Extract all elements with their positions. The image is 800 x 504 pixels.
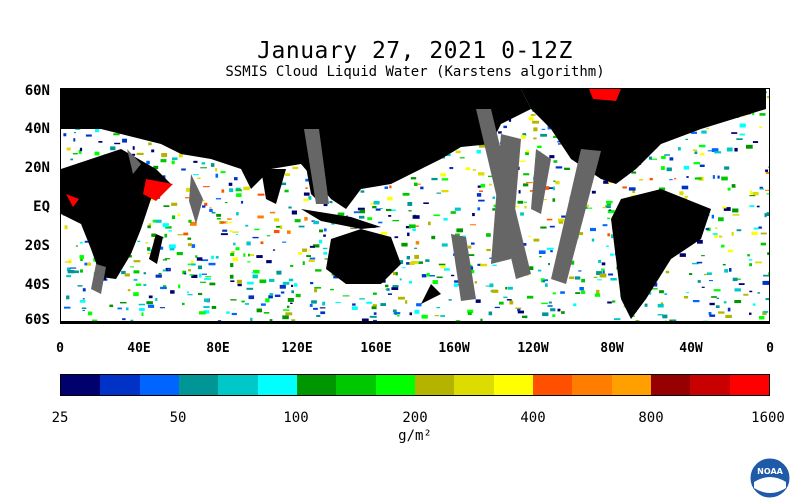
colorbar-segment bbox=[690, 375, 729, 395]
colorbar-segment bbox=[336, 375, 375, 395]
colorbar-segment bbox=[179, 375, 218, 395]
lon-label-0-end: 0 bbox=[740, 341, 800, 356]
colorbar-segment bbox=[140, 375, 179, 395]
colorbar-tick-400: 400 bbox=[503, 410, 563, 426]
colorbar-tick-50: 50 bbox=[148, 410, 208, 426]
lat-label-40s: 40S bbox=[14, 277, 50, 293]
colorbar-segment bbox=[218, 375, 257, 395]
colorbar-segment bbox=[572, 375, 611, 395]
lon-label-80e: 80E bbox=[188, 341, 248, 356]
lon-label-160w: 160W bbox=[424, 341, 484, 356]
colorbar-segment bbox=[376, 375, 415, 395]
colorbar-segment bbox=[533, 375, 572, 395]
colorbar-segment bbox=[651, 375, 690, 395]
colorbar-tick-200: 200 bbox=[385, 410, 445, 426]
noaa-logo-icon[interactable]: NOAA bbox=[748, 456, 792, 500]
lon-label-40e: 40E bbox=[109, 341, 169, 356]
colorbar-segment bbox=[415, 375, 454, 395]
colorbar-segment bbox=[454, 375, 493, 395]
lon-label-120w: 120W bbox=[503, 341, 563, 356]
colorbar-segment bbox=[612, 375, 651, 395]
page-subtitle: SSMIS Cloud Liquid Water (Karstens algor… bbox=[0, 64, 800, 80]
cloud-liquid-water-map bbox=[60, 88, 770, 324]
noaa-logo-text: NOAA bbox=[757, 467, 783, 476]
world-map-icon bbox=[61, 89, 770, 324]
lat-label-20s: 20S bbox=[14, 238, 50, 254]
lon-label-120e: 120E bbox=[267, 341, 327, 356]
colorbar-segment bbox=[100, 375, 139, 395]
lon-label-80w: 80W bbox=[582, 341, 642, 356]
page-title: January 27, 2021 0-12Z bbox=[0, 38, 800, 64]
colorbar-tick-800: 800 bbox=[621, 410, 681, 426]
colorbar-segment bbox=[258, 375, 297, 395]
lon-label-160e: 160E bbox=[346, 341, 406, 356]
colorbar-unit: g/m² bbox=[385, 428, 445, 444]
lat-label-60s: 60S bbox=[14, 312, 50, 328]
lat-label-60n: 60N bbox=[14, 83, 50, 99]
colorbar-tick-1600: 1600 bbox=[738, 410, 798, 426]
lon-label-0: 0 bbox=[30, 341, 90, 356]
lon-label-40w: 40W bbox=[661, 341, 721, 356]
colorbar-segment bbox=[730, 375, 769, 395]
lat-label-20n: 20N bbox=[14, 160, 50, 176]
colorbar-tick-25: 25 bbox=[30, 410, 90, 426]
colorbar-segment bbox=[297, 375, 336, 395]
lat-label-40n: 40N bbox=[14, 121, 50, 137]
colorbar-segment bbox=[494, 375, 533, 395]
color-scale-bar bbox=[60, 374, 770, 396]
lat-label-eq: EQ bbox=[14, 199, 50, 215]
colorbar-segment bbox=[61, 375, 100, 395]
colorbar-tick-100: 100 bbox=[266, 410, 326, 426]
